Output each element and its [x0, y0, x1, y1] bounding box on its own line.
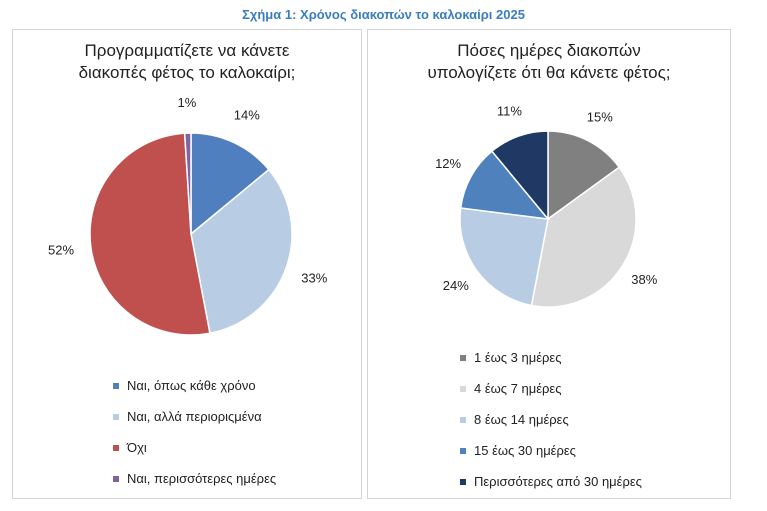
- right-chart-panel: Πόσες ημέρες διακοπών υπολογίζετε ότι θα…: [367, 29, 731, 499]
- left-pie-legend-label-1: Ναι, όπως κάθε χρόνο: [127, 378, 256, 393]
- right-pie-data-label-5: 11%: [497, 104, 522, 119]
- right-pie-data-label-3: 24%: [443, 278, 469, 293]
- right-pie-slice-3: [459, 207, 549, 307]
- left-pie-legend-item-2: Ναι, αλλά περιοριςμένα: [113, 401, 276, 432]
- left-pie-legend-item-4: Ναι, περισσότερες ημέρες: [113, 463, 276, 494]
- left-legend: Ναι, όπως κάθε χρόνο Ναι, αλλά περιοριςμέ…: [113, 370, 276, 494]
- left-chart-title-line-1: Προγραμματίζετε να κάνετε: [84, 41, 290, 60]
- right-pie-legend-label-4: 15 έως 30 ημέρες: [474, 443, 576, 458]
- right-pie-legend-label-5: Περισσότερες από 30 ημέρες: [474, 474, 642, 489]
- right-chart-title-line-1: Πόσες ημέρες διακοπών: [457, 41, 641, 60]
- left-pie-slice-3: [89, 132, 211, 336]
- left-pie-legend-label-3: Όχι: [127, 440, 147, 455]
- right-pie-legend-item-3: 8 έως 14 ημέρες: [460, 404, 642, 435]
- right-pie-chart: 15% 38% 24% 12% 11%: [435, 104, 658, 308]
- right-pie-slice-2: [530, 166, 637, 308]
- left-pie-legend-swatch-2: [113, 413, 119, 420]
- right-legend: 1 έως 3 ημέρες 4 έως 7 ημέρες 8 έως 14 ημέ…: [460, 342, 642, 497]
- left-pie-legend-swatch-3: [113, 444, 119, 451]
- left-pie-legend-swatch-1: [113, 382, 119, 389]
- left-pie-legend-label-2: Ναι, αλλά περιοριςμένα: [127, 409, 262, 424]
- right-pie-legend-swatch-4: [460, 447, 466, 454]
- left-pie-data-label-2: 33%: [301, 270, 327, 285]
- right-pie-legend-item-1: 1 έως 3 ημέρες: [460, 342, 642, 373]
- right-pie-legend-swatch-2: [460, 385, 466, 392]
- left-pie-chart: 14% 33% 52% 1%: [48, 95, 328, 336]
- left-pie-slice-1: [190, 132, 270, 236]
- left-pie-legend-label-4: Ναι, περισσότερες ημέρες: [127, 471, 277, 486]
- right-pie-legend-item-4: 15 έως 30 ημέρες: [460, 435, 642, 466]
- right-pie-legend-item-5: Περισσότερες από 30 ημέρες: [460, 466, 642, 497]
- right-pie-legend-swatch-1: [460, 354, 466, 361]
- left-chart-title-line-2: διακοπές φέτος το καλοκαίρι;: [78, 63, 296, 82]
- right-pie-legend-swatch-5: [460, 478, 466, 485]
- right-chart-title: Πόσες ημέρες διακοπών υπολογίζετε ότι θα…: [368, 40, 730, 84]
- left-pie-legend-item-1: Ναι, όπως κάθε χρόνο: [113, 370, 276, 401]
- left-chart-title: Προγραμματίζετε να κάνετε διακοπές φέτος…: [13, 40, 361, 84]
- right-pie-slice-5: [490, 130, 549, 222]
- left-pie-slice-4: [183, 132, 192, 235]
- right-pie-slice-1: [547, 130, 621, 221]
- right-pie-data-label-4: 12%: [435, 156, 461, 171]
- right-pie-legend-swatch-3: [460, 416, 466, 423]
- left-pie-legend-swatch-4: [113, 475, 119, 482]
- left-pie-data-label-4: 1%: [177, 95, 196, 110]
- left-chart-panel: Προγραμματίζετε να κάνετε διακοπές φέτος…: [12, 29, 362, 499]
- right-pie-legend-label-2: 4 έως 7 ημέρες: [474, 381, 562, 396]
- left-pie-data-label-1: 14%: [234, 107, 260, 122]
- right-pie-legend-item-2: 4 έως 7 ημέρες: [460, 373, 642, 404]
- right-pie-legend-label-3: 8 έως 14 ημέρες: [474, 412, 569, 427]
- left-pie-legend-item-3: Όχι: [113, 432, 276, 463]
- left-pie-slice-2: [190, 168, 293, 335]
- right-chart-title-line-2: υπολογίζετε ότι θα κάνετε φέτος;: [427, 63, 671, 82]
- right-pie-data-label-1: 15%: [587, 109, 613, 124]
- right-pie-data-label-2: 38%: [631, 272, 657, 287]
- right-pie-slice-4: [459, 150, 550, 220]
- right-pie-legend-label-1: 1 έως 3 ημέρες: [474, 350, 562, 365]
- figure-title: Σχήμα 1: Χρόνος διακοπών το καλοκαίρι 20…: [242, 7, 525, 22]
- left-pie-data-label-3: 52%: [48, 242, 74, 257]
